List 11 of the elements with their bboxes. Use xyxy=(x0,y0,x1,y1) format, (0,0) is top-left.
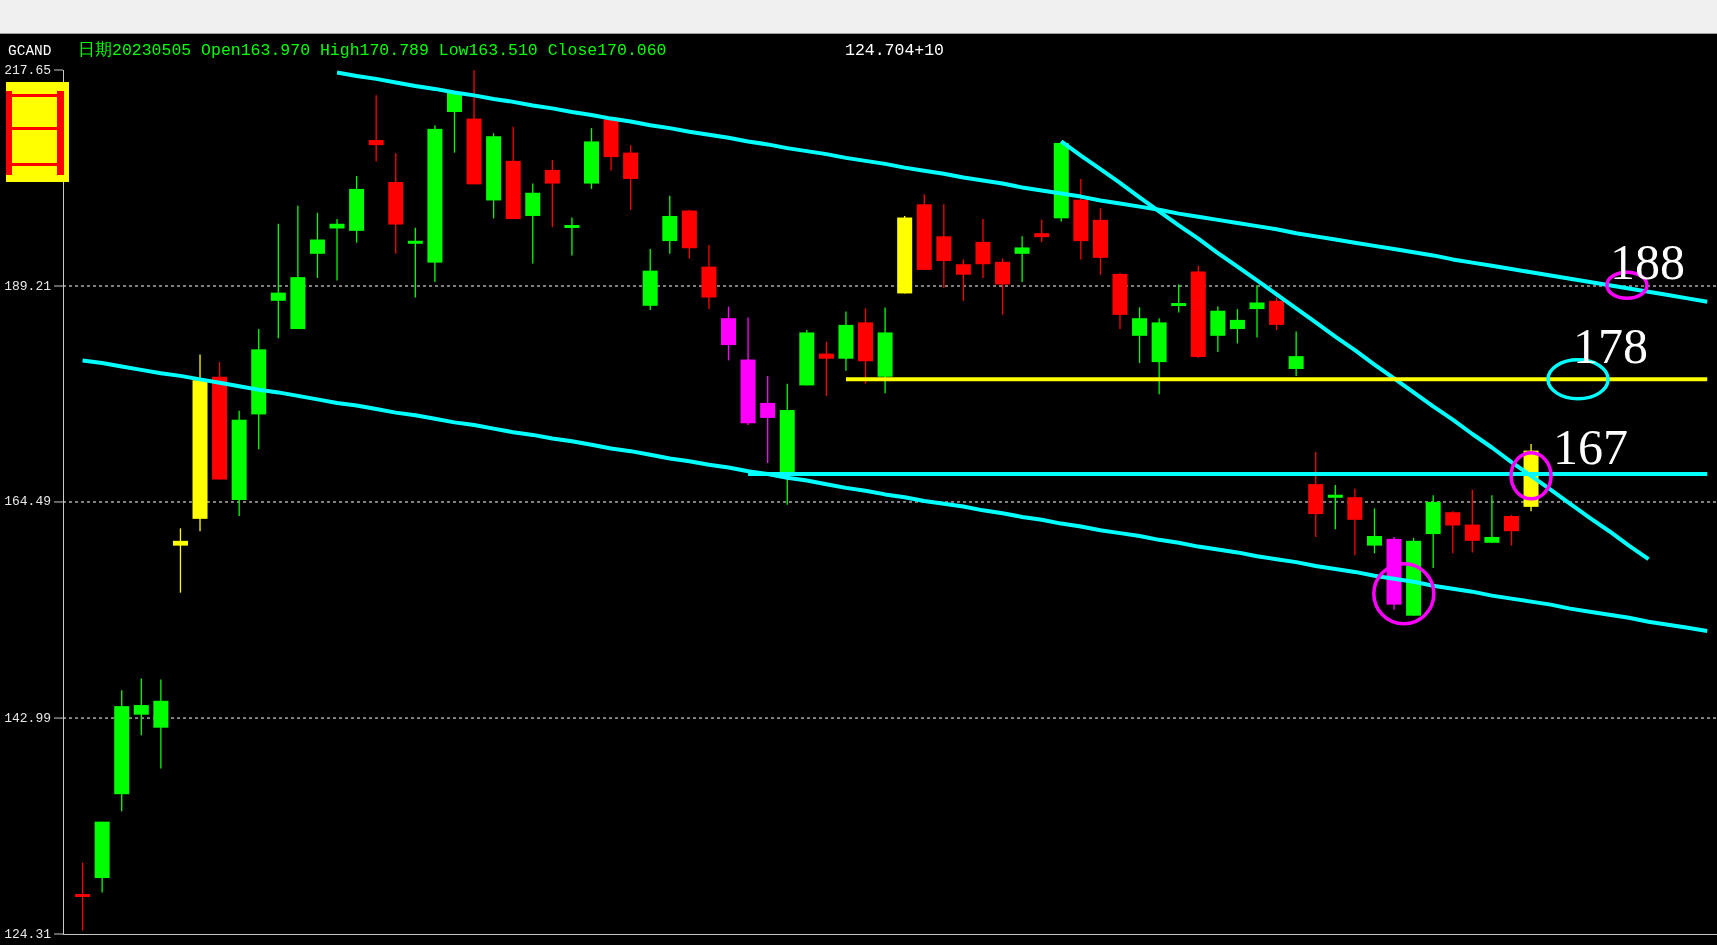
y-tick-label: 124.31 xyxy=(4,926,52,942)
y-tick-label: 142.99 xyxy=(4,710,51,726)
text: 日期20230505 Open163.970 High170.789 Low163.510 Close170.060 xyxy=(78,41,667,60)
chart-title: GCAND xyxy=(8,43,52,59)
annotation: 178 xyxy=(1573,318,1649,375)
text: 124.704+10 xyxy=(845,41,945,60)
y-tick-label: 164.49 xyxy=(4,494,51,510)
y-tick-label: 217.65 xyxy=(4,62,51,78)
y-tick-label: 189.21 xyxy=(4,278,52,294)
annotation: 188 xyxy=(1609,234,1685,291)
annotation: 167 xyxy=(1553,418,1629,475)
